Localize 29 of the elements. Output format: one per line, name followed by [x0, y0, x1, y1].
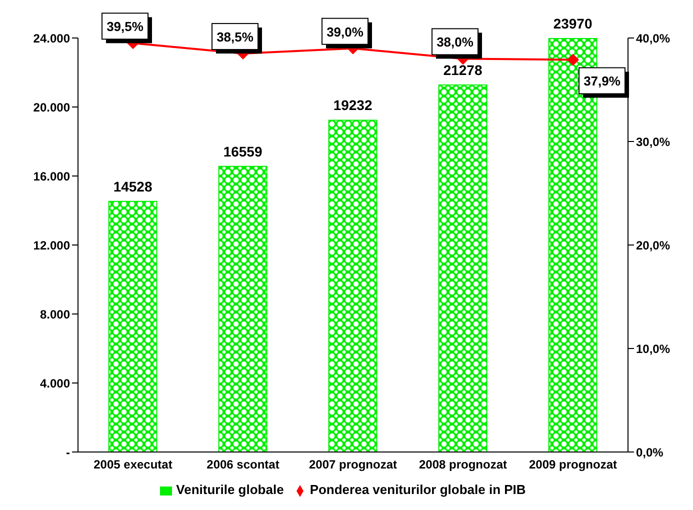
- data-label: 38,0%: [436, 34, 474, 50]
- legend-label: Ponderea veniturilor globale in PIB: [310, 482, 526, 497]
- x-tick-label: 2005 executat: [94, 458, 172, 472]
- y-tick-label: 16.000: [33, 169, 70, 184]
- y2-tick-label: 10,0%: [636, 342, 670, 356]
- x-tick-label: 2009 prognozat: [528, 458, 618, 472]
- data-label: 16559: [223, 143, 262, 160]
- y-tick-label: 8.000: [40, 307, 70, 322]
- y2-tick-label: 40,0%: [636, 31, 670, 46]
- data-label: 39,0%: [326, 24, 364, 40]
- y2-tick-label: 20,0%: [636, 238, 670, 252]
- x-tick-label: 2008 prognozat: [418, 458, 508, 472]
- data-label: 37,9%: [584, 74, 621, 89]
- x-tick-label: 2006 scontat: [206, 458, 280, 472]
- y-tick-label: -: [66, 445, 70, 460]
- legend-label: Veniturile globale: [176, 482, 284, 497]
- y-tick-label: 12.000: [33, 238, 70, 252]
- y-tick-label: 20.000: [33, 100, 70, 114]
- data-label: 23970: [553, 16, 592, 32]
- y-tick-label: 4.000: [40, 376, 70, 390]
- x-tick-label: 2007 prognozat: [308, 458, 398, 472]
- y-tick-label: 24.000: [33, 31, 70, 46]
- data-label: 38,5%: [216, 30, 254, 45]
- y2-tick-label: 0,0%: [636, 445, 664, 460]
- data-label: 19232: [333, 97, 372, 114]
- data-label: 14528: [113, 178, 152, 194]
- y2-tick-label: 30,0%: [636, 134, 670, 149]
- data-label: 39,5%: [106, 19, 144, 34]
- data-label: 21278: [443, 62, 482, 78]
